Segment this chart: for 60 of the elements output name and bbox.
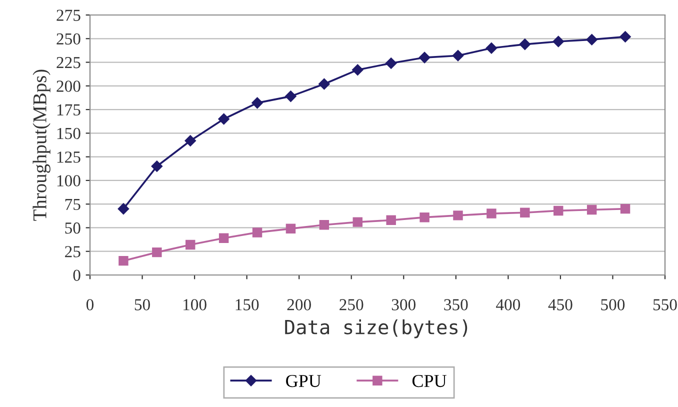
x-tick-label: 400 [496,299,520,310]
point [420,212,430,222]
x-tick-label: 550 [653,299,677,310]
x-tick-label: 0 [86,299,94,310]
x-tick-label: 350 [444,299,468,310]
x-tick-label: 150 [236,299,259,310]
point [453,210,463,220]
point [186,240,196,250]
x-tick-label: 100 [184,299,206,310]
point [218,233,229,243]
legend-label: CPU [412,374,446,388]
y-tick-label: 150 [57,128,80,140]
y-axis-title: Throughput(MBps) [32,70,50,221]
point [386,215,396,226]
point [486,208,496,218]
point [352,64,364,76]
y-tick-label: 25 [65,246,80,258]
y-tick-label: 100 [57,175,80,186]
x-axis-title: Data size(bytes) [285,319,468,338]
x-tick-label: 500 [601,299,625,310]
point [352,217,362,227]
y-tick-label: 250 [56,33,80,45]
x-tick-label: 450 [548,299,572,310]
point [152,247,162,258]
y-tick-label: 0 [73,270,80,281]
y-tick-label: 75 [65,198,80,210]
point [319,220,330,230]
point [118,256,128,266]
point [586,204,597,215]
point [184,135,196,146]
y-tick-label: 125 [57,152,80,163]
point [586,34,598,46]
x-tick-label: 200 [287,299,311,310]
point [286,224,296,234]
point [418,52,430,64]
legend-label: GPU [286,374,322,388]
point [554,206,564,216]
point [385,58,397,69]
x-tick-label: 300 [392,299,416,310]
point [452,50,464,62]
y-tick-label: 225 [56,57,80,68]
point [252,97,263,109]
point [118,203,130,214]
point [620,31,631,42]
point [552,36,564,48]
point [519,38,531,50]
x-tick-label: 250 [340,299,364,310]
point [218,113,230,125]
y-tick-label: 200 [56,80,80,92]
point [285,90,296,102]
point [486,42,498,54]
point [252,228,262,238]
point [151,160,163,172]
point [620,204,630,214]
point [318,78,330,90]
point [520,208,530,218]
y-tick-label: 50 [65,222,80,234]
y-tick-label: 275 [56,10,80,21]
y-tick-label: 175 [57,104,80,116]
x-tick-label: 50 [134,299,150,310]
